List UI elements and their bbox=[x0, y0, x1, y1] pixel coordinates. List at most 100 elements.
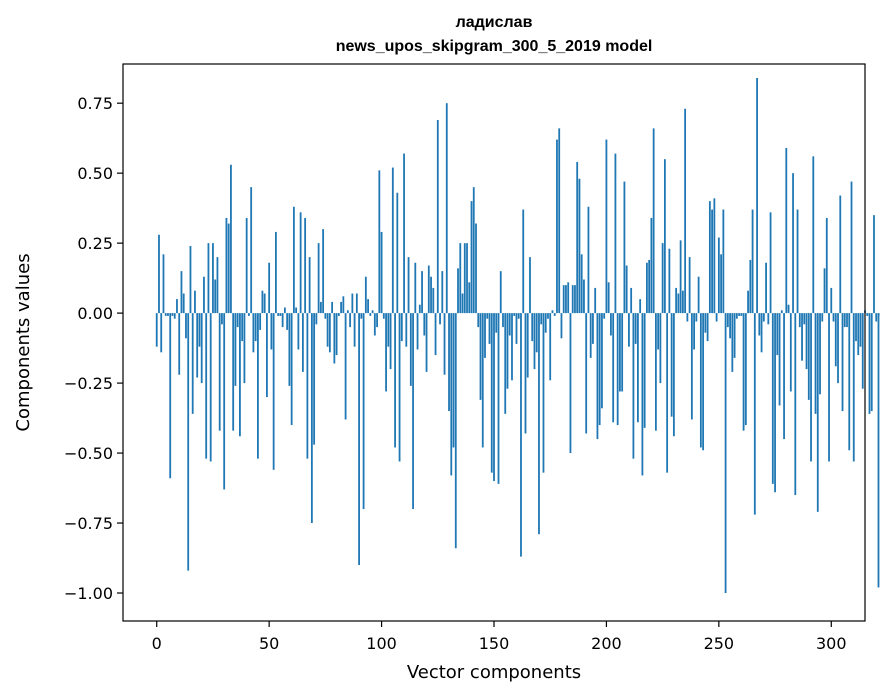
bar bbox=[457, 268, 459, 314]
bar bbox=[317, 243, 320, 314]
bar bbox=[245, 217, 248, 314]
bar bbox=[297, 313, 300, 350]
bar bbox=[486, 313, 489, 319]
bar bbox=[702, 313, 705, 451]
bar bbox=[740, 313, 743, 316]
bar bbox=[205, 313, 208, 459]
bar bbox=[364, 276, 367, 314]
bar bbox=[592, 313, 594, 344]
y-tick-label: −0.25 bbox=[64, 374, 113, 393]
bar bbox=[394, 313, 396, 448]
plot-frame bbox=[122, 63, 866, 622]
bar bbox=[801, 313, 803, 361]
bar bbox=[866, 313, 869, 316]
x-axis-ticks: 0 50 100 150 200 250 300 bbox=[152, 621, 847, 653]
bar bbox=[427, 265, 430, 314]
bar bbox=[641, 313, 644, 476]
bar bbox=[385, 313, 387, 392]
bar bbox=[461, 293, 464, 314]
bar bbox=[292, 206, 295, 314]
bar bbox=[704, 313, 707, 333]
bar bbox=[371, 310, 374, 314]
bar bbox=[672, 313, 675, 437]
bar bbox=[814, 313, 817, 414]
bar bbox=[416, 313, 419, 350]
bar bbox=[540, 313, 543, 325]
bar bbox=[272, 313, 275, 470]
bar bbox=[414, 262, 417, 314]
bar bbox=[875, 313, 878, 322]
bar bbox=[538, 313, 540, 535]
bar bbox=[279, 313, 282, 316]
bar bbox=[760, 313, 763, 353]
bar bbox=[234, 313, 237, 386]
bar bbox=[162, 254, 165, 314]
bar bbox=[436, 119, 439, 314]
bar bbox=[637, 313, 639, 423]
bar bbox=[466, 243, 468, 314]
bar bbox=[861, 313, 864, 389]
bar bbox=[720, 254, 722, 314]
bar bbox=[326, 313, 329, 347]
bar bbox=[684, 108, 687, 314]
bar bbox=[621, 313, 624, 392]
bar bbox=[230, 164, 232, 314]
bar bbox=[468, 282, 471, 314]
bar bbox=[515, 313, 518, 344]
bar bbox=[248, 313, 250, 316]
bar bbox=[587, 206, 590, 314]
bar bbox=[520, 313, 522, 557]
bar bbox=[544, 313, 547, 333]
bar bbox=[780, 310, 783, 314]
bar bbox=[263, 293, 266, 314]
bar bbox=[223, 313, 226, 490]
y-axis-ticks: 0.75 0.50 0.25 0.00 −0.25 −0.50 −0.75 −1.00 bbox=[64, 94, 123, 603]
bar bbox=[209, 313, 212, 462]
bar bbox=[335, 313, 338, 356]
bar bbox=[243, 313, 246, 384]
y-axis-label: Components values bbox=[13, 253, 34, 431]
bar bbox=[762, 313, 765, 322]
bar bbox=[189, 245, 192, 314]
bar bbox=[717, 237, 720, 314]
bar bbox=[870, 313, 873, 412]
bar bbox=[472, 187, 475, 314]
bar bbox=[562, 285, 565, 314]
bar bbox=[299, 212, 302, 314]
bar bbox=[686, 313, 689, 322]
bar bbox=[522, 209, 525, 314]
bar bbox=[261, 290, 264, 314]
bar bbox=[225, 217, 228, 314]
x-tick-label: 200 bbox=[591, 634, 622, 653]
bar bbox=[232, 313, 235, 431]
bar bbox=[180, 271, 183, 314]
bar bbox=[850, 181, 853, 314]
bar bbox=[423, 313, 426, 336]
bar bbox=[805, 313, 808, 370]
bar bbox=[819, 313, 821, 395]
bar bbox=[556, 139, 558, 314]
bar bbox=[376, 313, 378, 328]
bar bbox=[508, 313, 511, 336]
bar bbox=[614, 153, 617, 314]
bar bbox=[630, 287, 633, 314]
bar bbox=[571, 285, 574, 314]
bar bbox=[504, 313, 507, 414]
bar bbox=[663, 159, 666, 314]
bar bbox=[846, 313, 848, 328]
bar bbox=[549, 313, 552, 381]
bar bbox=[268, 262, 271, 314]
bar bbox=[551, 310, 554, 314]
bar bbox=[288, 313, 291, 386]
bar bbox=[164, 313, 167, 316]
bar bbox=[821, 313, 824, 322]
bar bbox=[198, 313, 201, 347]
bar bbox=[241, 313, 244, 342]
bar bbox=[236, 313, 239, 328]
bar bbox=[380, 231, 383, 314]
bar bbox=[529, 257, 531, 314]
bar bbox=[387, 313, 390, 347]
bars-group bbox=[155, 77, 880, 594]
bar bbox=[517, 313, 520, 319]
